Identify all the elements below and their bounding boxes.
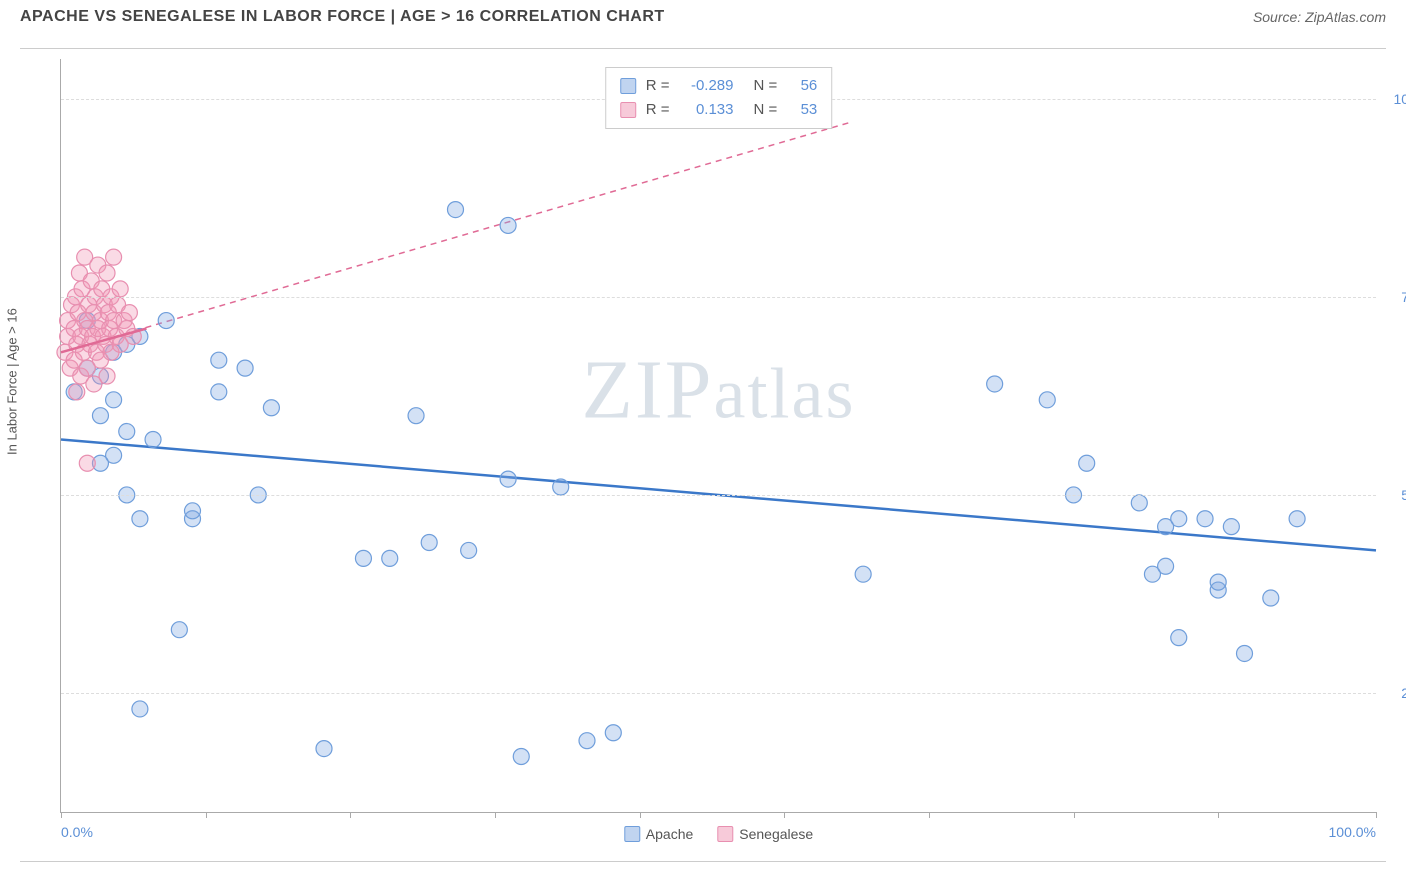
data-point bbox=[448, 202, 464, 218]
data-point bbox=[92, 408, 108, 424]
x-tick bbox=[206, 812, 207, 818]
data-point bbox=[1171, 511, 1187, 527]
data-point bbox=[211, 352, 227, 368]
x-axis-max-label: 100.0% bbox=[1329, 824, 1376, 840]
data-point bbox=[99, 265, 115, 281]
y-tick-label: 75.0% bbox=[1401, 289, 1406, 305]
stats-row: R = 0.133 N = 53 bbox=[620, 98, 818, 122]
data-point bbox=[500, 471, 516, 487]
data-point bbox=[500, 217, 516, 233]
gridline bbox=[61, 297, 1376, 298]
data-point bbox=[185, 503, 201, 519]
data-point bbox=[79, 455, 95, 471]
data-point bbox=[553, 479, 569, 495]
legend-bottom: Apache Senegalese bbox=[624, 826, 813, 842]
data-point bbox=[106, 392, 122, 408]
data-point bbox=[855, 566, 871, 582]
data-point bbox=[605, 725, 621, 741]
data-point bbox=[1197, 511, 1213, 527]
data-point bbox=[119, 424, 135, 440]
data-point bbox=[1039, 392, 1055, 408]
x-tick bbox=[929, 812, 930, 818]
y-axis-label: In Labor Force | Age > 16 bbox=[5, 308, 20, 455]
data-point bbox=[355, 550, 371, 566]
gridline bbox=[61, 693, 1376, 694]
data-point bbox=[158, 313, 174, 329]
data-point bbox=[145, 431, 161, 447]
legend-swatch bbox=[717, 826, 733, 842]
data-point bbox=[421, 535, 437, 551]
x-tick bbox=[1218, 812, 1219, 818]
x-tick bbox=[495, 812, 496, 818]
plot-svg bbox=[61, 59, 1376, 812]
x-tick bbox=[1074, 812, 1075, 818]
y-tick-label: 100.0% bbox=[1394, 91, 1406, 107]
plot-area: ZIPatlas 25.0%50.0%75.0%100.0% 0.0% 100.… bbox=[60, 59, 1376, 813]
chart-source: Source: ZipAtlas.com bbox=[1253, 9, 1386, 25]
legend-label: Apache bbox=[646, 826, 693, 842]
data-point bbox=[121, 305, 137, 321]
data-point bbox=[132, 701, 148, 717]
x-tick bbox=[640, 812, 641, 818]
chart-title: APACHE VS SENEGALESE IN LABOR FORCE | AG… bbox=[20, 8, 665, 26]
legend-swatch bbox=[624, 826, 640, 842]
data-point bbox=[1210, 574, 1226, 590]
data-point bbox=[408, 408, 424, 424]
data-point bbox=[1263, 590, 1279, 606]
data-point bbox=[112, 281, 128, 297]
data-point bbox=[316, 741, 332, 757]
legend-item: Senegalese bbox=[717, 826, 813, 842]
y-tick-label: 25.0% bbox=[1401, 685, 1406, 701]
data-point bbox=[1079, 455, 1095, 471]
legend-item: Apache bbox=[624, 826, 693, 842]
trend-line bbox=[61, 122, 850, 352]
stats-swatch bbox=[620, 102, 636, 118]
data-point bbox=[263, 400, 279, 416]
x-tick bbox=[1376, 812, 1377, 818]
stats-swatch bbox=[620, 78, 636, 94]
x-tick bbox=[784, 812, 785, 818]
stats-r-value: -0.289 bbox=[680, 74, 734, 98]
data-point bbox=[1131, 495, 1147, 511]
data-point bbox=[987, 376, 1003, 392]
x-tick bbox=[350, 812, 351, 818]
stats-n-value: 53 bbox=[787, 98, 817, 122]
data-point bbox=[106, 249, 122, 265]
data-point bbox=[1223, 519, 1239, 535]
data-point bbox=[513, 749, 529, 765]
chart-container: In Labor Force | Age > 16 ZIPatlas 25.0%… bbox=[20, 48, 1386, 862]
stats-n-label: N = bbox=[754, 98, 778, 122]
stats-r-label: R = bbox=[646, 98, 670, 122]
stats-row: R = -0.289 N = 56 bbox=[620, 74, 818, 98]
data-point bbox=[237, 360, 253, 376]
data-point bbox=[382, 550, 398, 566]
stats-box: R = -0.289 N = 56 R = 0.133 N = 53 bbox=[605, 67, 833, 129]
y-tick-label: 50.0% bbox=[1401, 487, 1406, 503]
stats-n-value: 56 bbox=[787, 74, 817, 98]
stats-r-value: 0.133 bbox=[680, 98, 734, 122]
data-point bbox=[171, 622, 187, 638]
data-point bbox=[461, 542, 477, 558]
data-point bbox=[132, 511, 148, 527]
x-axis-min-label: 0.0% bbox=[61, 824, 93, 840]
data-point bbox=[1289, 511, 1305, 527]
data-point bbox=[1171, 630, 1187, 646]
data-point bbox=[99, 368, 115, 384]
legend-label: Senegalese bbox=[739, 826, 813, 842]
x-tick bbox=[61, 812, 62, 818]
data-point bbox=[1237, 645, 1253, 661]
stats-n-label: N = bbox=[754, 74, 778, 98]
stats-r-label: R = bbox=[646, 74, 670, 98]
data-point bbox=[1158, 558, 1174, 574]
data-point bbox=[211, 384, 227, 400]
chart-header: APACHE VS SENEGALESE IN LABOR FORCE | AG… bbox=[0, 0, 1406, 34]
data-point bbox=[579, 733, 595, 749]
data-point bbox=[69, 384, 85, 400]
gridline bbox=[61, 495, 1376, 496]
